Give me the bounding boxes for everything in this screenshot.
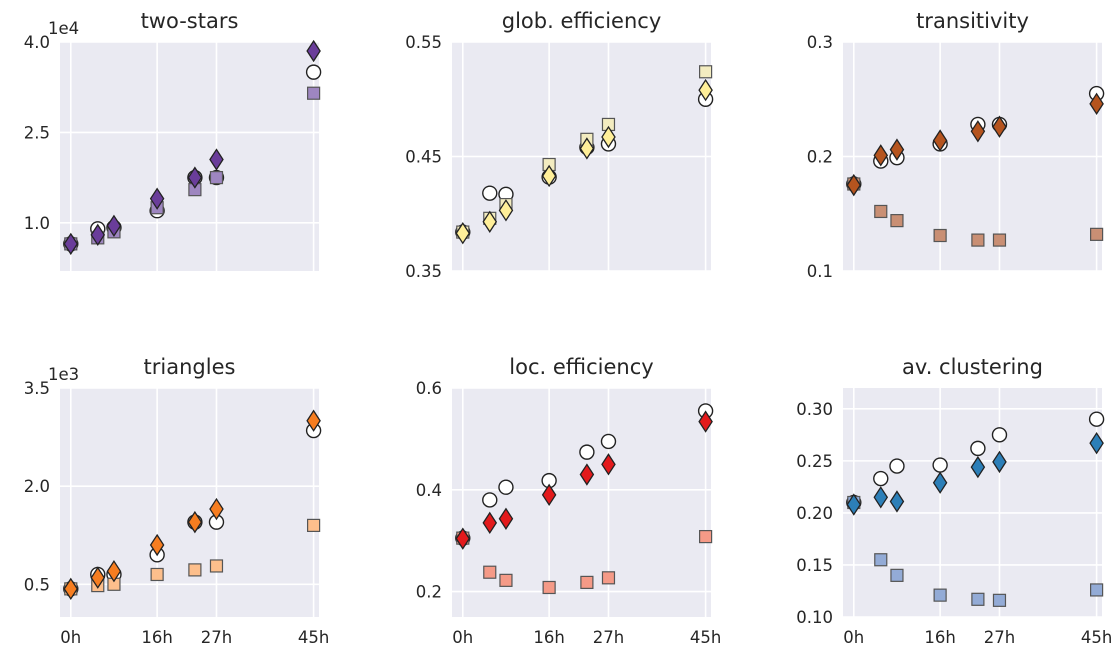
square-marker — [1091, 228, 1103, 240]
subplot-transitivity: 0.1 0.2 0.3 transitivity — [807, 9, 1104, 281]
square-marker — [875, 554, 887, 566]
y-tick-label: 0.15 — [796, 556, 833, 575]
circle-marker — [971, 441, 985, 455]
subplot-glob-efficiency: 0.35 0.45 0.55 glob. efficiency — [405, 9, 712, 281]
square-marker — [500, 574, 512, 586]
subplot-title: two-stars — [141, 9, 239, 33]
square-marker — [891, 569, 903, 581]
x-tick-label: 0h — [452, 628, 473, 647]
square-marker — [972, 593, 984, 605]
square-marker — [891, 215, 903, 227]
circle-marker — [992, 428, 1006, 442]
square-marker — [189, 564, 201, 576]
y-tick-label: 2.5 — [24, 123, 50, 142]
circle-marker — [890, 459, 904, 473]
subplot-title: triangles — [144, 355, 236, 379]
y-tick-label: 0.2 — [807, 148, 833, 167]
square-marker — [308, 519, 320, 531]
x-tick-label: 27h — [984, 628, 1015, 647]
circle-marker — [499, 480, 513, 494]
square-marker — [875, 205, 887, 217]
x-tick-label: 0h — [60, 628, 81, 647]
square-marker — [993, 234, 1005, 246]
square-marker — [210, 560, 222, 572]
y-tick-label: 0.35 — [405, 262, 442, 281]
subplot-title: transitivity — [916, 9, 1029, 33]
x-tick-label: 16h — [533, 628, 564, 647]
subplot-triangles: 0.5 2.0 3.5 0h 16h 27h 45h triangles 1e3 — [24, 355, 330, 647]
y-tick-label: 0.25 — [796, 452, 833, 471]
square-marker — [602, 572, 614, 584]
circle-marker — [580, 445, 594, 459]
circle-marker — [307, 65, 321, 79]
x-tick-label: 16h — [924, 628, 955, 647]
square-marker — [934, 589, 946, 601]
y-tick-label: 0.20 — [796, 504, 833, 523]
y-tick-label: 0.3 — [807, 33, 833, 52]
y-tick-label: 0.4 — [416, 481, 442, 500]
square-marker — [484, 566, 496, 578]
square-marker — [543, 581, 555, 593]
y-tick-label: 0.1 — [807, 262, 833, 281]
circle-marker — [933, 458, 947, 472]
square-marker — [700, 66, 712, 78]
y-tick-label: 1.0 — [24, 214, 50, 233]
x-tick-label: 45h — [690, 628, 721, 647]
circle-marker — [1090, 412, 1104, 426]
y-tick-label: 4.0 — [24, 33, 50, 52]
circle-marker — [483, 493, 497, 507]
y-tick-label: 0.5 — [24, 575, 50, 594]
circle-marker — [483, 186, 497, 200]
square-marker — [993, 594, 1005, 606]
y-tick-label: 0.30 — [796, 400, 833, 419]
square-marker — [581, 576, 593, 588]
y-tick-label: 3.5 — [24, 379, 50, 398]
x-tick-label: 16h — [141, 628, 172, 647]
y-tick-label: 0.45 — [405, 148, 442, 167]
circle-marker — [601, 434, 615, 448]
circle-marker — [874, 472, 888, 486]
subplot-title: loc. efficiency — [509, 355, 653, 379]
y-tick-label: 2.0 — [24, 477, 50, 496]
subplot-av-clustering: 0.10 0.15 0.20 0.25 0.30 0h 16h 27h 45h av. clust… — [796, 355, 1112, 647]
subplot-loc-efficiency: 0.2 0.4 0.6 0h 16h 27h 45h loc. efficiency — [416, 355, 722, 647]
square-marker — [308, 87, 320, 99]
square-marker — [934, 230, 946, 242]
subplot-title: glob. efficiency — [502, 9, 662, 33]
x-tick-label: 27h — [593, 628, 624, 647]
subplot-two-stars: 1.0 2.5 4.0 two-stars 1e4 — [24, 9, 321, 271]
axis-offset-label: 1e3 — [48, 365, 79, 384]
square-marker — [210, 172, 222, 184]
y-tick-label: 0.6 — [416, 379, 442, 398]
y-tick-label: 0.55 — [405, 33, 442, 52]
subplot-title: av. clustering — [902, 355, 1043, 379]
square-marker — [700, 531, 712, 543]
x-tick-label: 45h — [1081, 628, 1112, 647]
x-tick-label: 45h — [298, 628, 329, 647]
square-marker — [972, 234, 984, 246]
square-marker — [1091, 584, 1103, 596]
x-tick-label: 0h — [843, 628, 864, 647]
y-tick-label: 0.10 — [796, 608, 833, 627]
y-tick-label: 0.2 — [416, 583, 442, 602]
x-tick-label: 27h — [201, 628, 232, 647]
axis-offset-label: 1e4 — [48, 19, 79, 38]
square-marker — [151, 568, 163, 580]
